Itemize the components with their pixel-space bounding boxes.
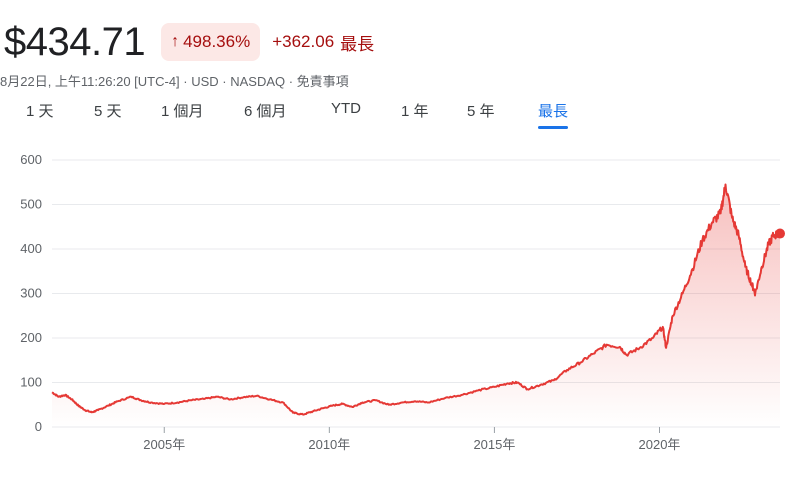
y-axis-labels: 0 100 200 300 400 500 600 bbox=[20, 152, 42, 434]
price-chart[interactable]: 0 100 200 300 400 500 600 2005年 2010年 2015年 2020年 bbox=[0, 140, 800, 480]
x-tick-label: 2020年 bbox=[639, 437, 681, 452]
y-tick-label: 300 bbox=[20, 286, 42, 301]
tab-1-year[interactable]: 1 年 bbox=[401, 103, 429, 120]
arrow-up-icon: ↑ bbox=[171, 33, 180, 50]
x-tick-label: 2010年 bbox=[308, 437, 350, 452]
x-tick-label: 2015年 bbox=[473, 437, 515, 452]
grid-lines bbox=[52, 159, 780, 428]
range-tabs: 1 天 5 天 1 個月 6 個月 YTD 1 年 5 年 最長 bbox=[0, 100, 800, 132]
y-tick-label: 0 bbox=[35, 419, 42, 434]
y-tick-label: 400 bbox=[20, 241, 42, 256]
tab-1-month[interactable]: 1 個月 bbox=[161, 103, 204, 120]
y-tick-label: 100 bbox=[20, 375, 42, 390]
price-area bbox=[52, 184, 780, 427]
current-price: $434.71 bbox=[4, 20, 146, 64]
y-tick-label: 200 bbox=[20, 330, 42, 345]
y-tick-label: 500 bbox=[20, 197, 42, 212]
current-price-point bbox=[775, 228, 785, 239]
tab-ytd[interactable]: YTD bbox=[331, 100, 361, 117]
y-tick-label: 600 bbox=[20, 152, 42, 167]
price-row: $434.71 ↑ 498.36% +362.06 最長 bbox=[4, 18, 374, 66]
tab-5-day[interactable]: 5 天 bbox=[94, 103, 122, 120]
tab-6-month[interactable]: 6 個月 bbox=[244, 103, 287, 120]
quote-meta: 8月22日, 上午11:26:20 [UTC-4] · USD · NASDAQ… bbox=[0, 74, 349, 89]
change-absolute: +362.06 bbox=[272, 32, 335, 51]
price-line bbox=[51, 183, 781, 416]
change-percent-badge: ↑ 498.36% bbox=[161, 23, 261, 61]
change-period: 最長 bbox=[340, 34, 375, 54]
x-axis-labels: 2005年 2010年 2015年 2020年 bbox=[143, 427, 680, 452]
tab-5-year[interactable]: 5 年 bbox=[467, 103, 495, 120]
x-tick-label: 2005年 bbox=[143, 437, 185, 452]
change-percent: 498.36% bbox=[183, 32, 251, 51]
tab-max[interactable]: 最長 bbox=[538, 100, 569, 129]
tab-1-day[interactable]: 1 天 bbox=[26, 103, 54, 120]
